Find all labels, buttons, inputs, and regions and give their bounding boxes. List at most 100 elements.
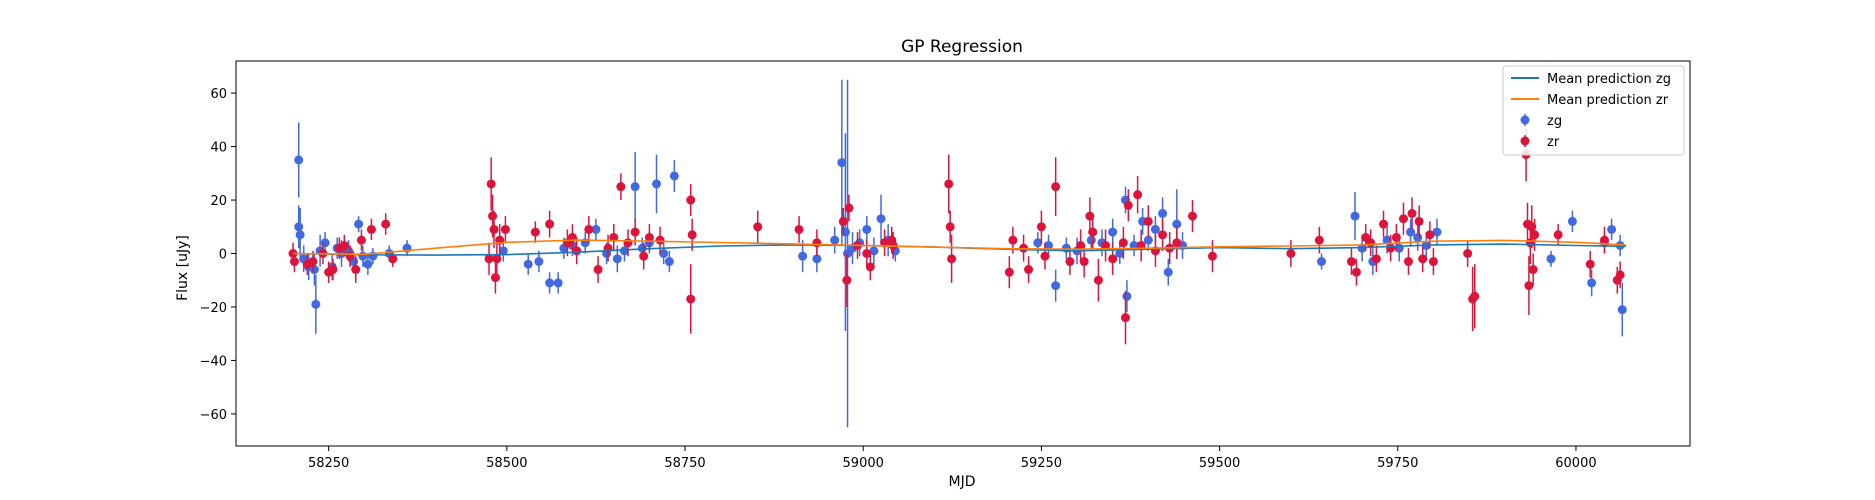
data-point xyxy=(664,257,674,267)
data-point xyxy=(865,262,875,272)
data-point xyxy=(639,251,649,261)
data-point xyxy=(612,254,622,264)
legend-box xyxy=(1502,65,1685,156)
data-point xyxy=(753,222,763,232)
data-point xyxy=(652,179,662,189)
data-point xyxy=(1317,257,1327,267)
data-point xyxy=(655,235,665,245)
data-point xyxy=(339,240,349,250)
legend-swatch-zr xyxy=(1520,135,1530,147)
data-point xyxy=(1403,257,1413,267)
data-point xyxy=(1093,275,1103,285)
data-point xyxy=(1172,238,1182,248)
data-point xyxy=(1599,235,1609,245)
data-point xyxy=(1470,291,1480,301)
data-point xyxy=(1065,257,1075,267)
x-tick-label: 58500 xyxy=(486,456,527,471)
data-point xyxy=(545,278,555,288)
data-point xyxy=(294,222,304,232)
data-point xyxy=(358,251,368,261)
data-point xyxy=(1407,208,1417,218)
data-point xyxy=(1567,216,1577,226)
data-point xyxy=(1425,230,1435,240)
data-point xyxy=(1051,281,1061,291)
x-axis-ticks: 58250 58500 58750 59000 59250 59500 59750 60000 xyxy=(308,446,1597,471)
data-point xyxy=(1040,251,1050,261)
chart-title: GP Regression xyxy=(901,37,1023,57)
data-point xyxy=(289,257,299,267)
data-point xyxy=(1163,267,1173,277)
data-point xyxy=(591,224,601,234)
y-axis-label: Flux [uJy] xyxy=(175,235,191,301)
data-point xyxy=(1607,224,1617,234)
data-point xyxy=(1414,216,1424,226)
data-point xyxy=(1133,190,1143,200)
x-tick-label: 59500 xyxy=(1199,456,1240,471)
x-tick-label: 58250 xyxy=(308,456,349,471)
plot-area xyxy=(288,79,1627,428)
data-point xyxy=(862,249,872,258)
data-point xyxy=(1188,211,1198,221)
data-point xyxy=(1004,267,1014,277)
axes-frame xyxy=(235,60,1691,447)
y-tick-label: 0 xyxy=(219,248,227,263)
data-point xyxy=(687,230,697,240)
data-point xyxy=(947,254,957,264)
data-point xyxy=(1525,238,1535,248)
legend-label-mean-zr: Mean prediction zr xyxy=(1547,93,1669,108)
y-axis-ticks: −60 −40 −20 0 20 40 60 xyxy=(200,87,236,423)
data-point xyxy=(609,232,619,242)
data-point xyxy=(794,224,804,234)
data-point xyxy=(366,224,376,234)
y-tick-label: −40 xyxy=(200,354,227,369)
data-point xyxy=(1530,230,1540,240)
data-point xyxy=(1406,227,1416,237)
data-point xyxy=(1088,227,1098,237)
data-point xyxy=(309,265,319,275)
data-point xyxy=(1143,216,1153,226)
data-point xyxy=(686,195,696,205)
data-point xyxy=(1044,240,1054,250)
data-point xyxy=(486,179,496,189)
legend-marker xyxy=(1520,115,1530,125)
data-point xyxy=(1546,254,1556,264)
data-point xyxy=(837,158,847,168)
data-point xyxy=(1118,238,1128,248)
data-point xyxy=(295,230,305,240)
data-point xyxy=(842,275,852,285)
data-point xyxy=(356,235,366,245)
legend-label-mean-zg: Mean prediction zg xyxy=(1547,72,1671,87)
data-point xyxy=(1528,265,1538,275)
data-point xyxy=(812,238,822,248)
data-point xyxy=(354,219,364,229)
data-point xyxy=(659,249,669,258)
x-tick-label: 59750 xyxy=(1377,456,1418,471)
data-point xyxy=(840,227,850,237)
data-point xyxy=(1366,238,1376,248)
data-point xyxy=(1086,235,1096,245)
data-point xyxy=(1122,291,1132,301)
data-point xyxy=(1428,257,1438,267)
data-point xyxy=(1386,243,1396,253)
data-point xyxy=(500,224,510,234)
data-point xyxy=(838,216,848,226)
data-point xyxy=(1207,251,1217,261)
data-point xyxy=(1101,240,1111,250)
data-point xyxy=(484,254,494,264)
data-point xyxy=(1036,222,1046,232)
y-tick-label: −60 xyxy=(200,408,227,423)
x-axis-label: MJD xyxy=(949,474,976,490)
data-point xyxy=(869,246,879,256)
series-zr xyxy=(288,127,1625,345)
data-point xyxy=(1076,240,1086,250)
data-point xyxy=(623,238,633,248)
data-point xyxy=(308,257,318,267)
data-point xyxy=(311,299,321,309)
data-point xyxy=(669,171,679,181)
data-point xyxy=(1108,227,1118,237)
data-point xyxy=(1463,249,1473,258)
data-point xyxy=(1121,313,1131,323)
data-point xyxy=(1024,265,1034,275)
data-point xyxy=(616,182,626,192)
